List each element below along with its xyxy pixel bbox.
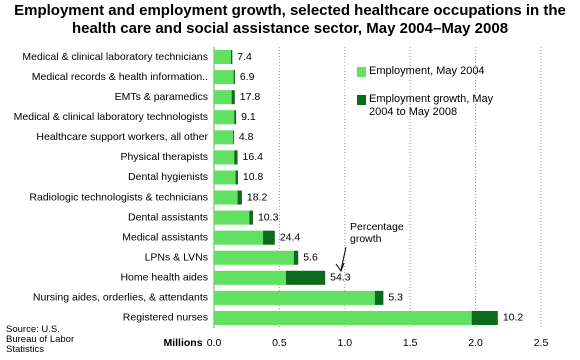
bar-segment [214, 190, 238, 205]
growth-label: 7.4 [237, 51, 252, 63]
growth-label: 5.3 [388, 292, 403, 304]
y-tick-label: Medical records & health information.. [32, 71, 208, 83]
growth-label: 54.3 [330, 272, 351, 284]
y-tick-label: Physical therapists [120, 151, 208, 163]
chart-title: Employment and employment growth, select… [14, 2, 566, 37]
bar-segment [471, 310, 498, 325]
bar-segment [214, 230, 264, 245]
annotation: Percentage growth [350, 221, 404, 245]
growth-label: 16.4 [243, 151, 264, 163]
y-tick-label: Dental assistants [128, 211, 208, 223]
annotation-arrow [340, 246, 347, 271]
y-tick-label: Medical & clinical laboratory technologi… [14, 111, 208, 123]
y-tick-label: Registered nurses [123, 312, 208, 324]
bar-segment [214, 170, 236, 185]
bar-segment [214, 110, 235, 125]
growth-label: 9.1 [241, 111, 256, 123]
legend-swatch [357, 67, 366, 77]
y-tick-label: EMTs & paramedics [115, 91, 208, 103]
bar-segment [214, 270, 286, 285]
growth-label: 24.4 [280, 231, 301, 243]
growth-label: 10.3 [258, 211, 279, 223]
bar-segment [234, 150, 238, 165]
growth-label: 10.8 [243, 171, 264, 183]
bar-segment [231, 50, 233, 65]
bar-segment [214, 90, 232, 105]
bar-segment [214, 50, 232, 65]
bar-segment [249, 210, 253, 225]
bar-segment [285, 270, 326, 285]
bar-segment [233, 70, 235, 85]
y-tick-label: Medical assistants [122, 231, 208, 243]
x-tick-label: 1.0 [337, 337, 352, 349]
source: Source: U.S. Bureau of Labor Statistics [6, 324, 75, 355]
y-tick-label: LPNs & LVNs [145, 252, 208, 264]
y-tick-label: Nursing aides, orderlies, & attendants [33, 292, 208, 304]
growth-label: 18.2 [247, 191, 268, 203]
legend-swatch [357, 95, 366, 105]
growth-label: 6.9 [240, 71, 255, 83]
annotation-arrowhead [335, 262, 345, 273]
bar-segment [214, 70, 234, 85]
bar-segment [374, 290, 384, 305]
legend-label: Employment, May 2004 [369, 65, 485, 77]
bar-segment [214, 290, 375, 305]
bar-segment [263, 230, 275, 245]
bar-segment [293, 250, 299, 265]
x-tick-label: 2.0 [468, 337, 483, 349]
x-axis-label: Millions [163, 337, 202, 349]
y-tick-label: Home health aides [120, 272, 208, 284]
legend-label: Employment growth, May 2004 to May 2008 [369, 93, 494, 118]
x-tick-label: 1.5 [403, 337, 418, 349]
bar-segment [234, 110, 237, 125]
growth-label: 17.8 [240, 91, 261, 103]
x-tick-label: 2.5 [534, 337, 549, 349]
bar-segment [214, 310, 472, 325]
x-tick-label: 0.5 [272, 337, 287, 349]
growth-label: 4.8 [239, 131, 254, 143]
bar-segment [214, 210, 250, 225]
bar-segment [231, 90, 235, 105]
bar-segment [235, 170, 238, 185]
bar-segment [237, 190, 242, 205]
bar-segment [214, 250, 294, 265]
y-tick-label: Medical & clinical laboratory technician… [22, 51, 208, 63]
x-tick-label: 0.0 [207, 337, 222, 349]
y-tick-label: Dental hygienists [128, 171, 208, 183]
growth-label: 5.6 [303, 252, 318, 264]
bar-segment [214, 130, 233, 145]
bar-segment [214, 150, 235, 165]
bar-segment [232, 130, 234, 145]
y-tick-label: Healthcare support workers, all other [36, 131, 208, 143]
y-tick-label: Radiologic technologists & technicians [29, 191, 208, 203]
growth-label: 10.2 [503, 312, 524, 324]
